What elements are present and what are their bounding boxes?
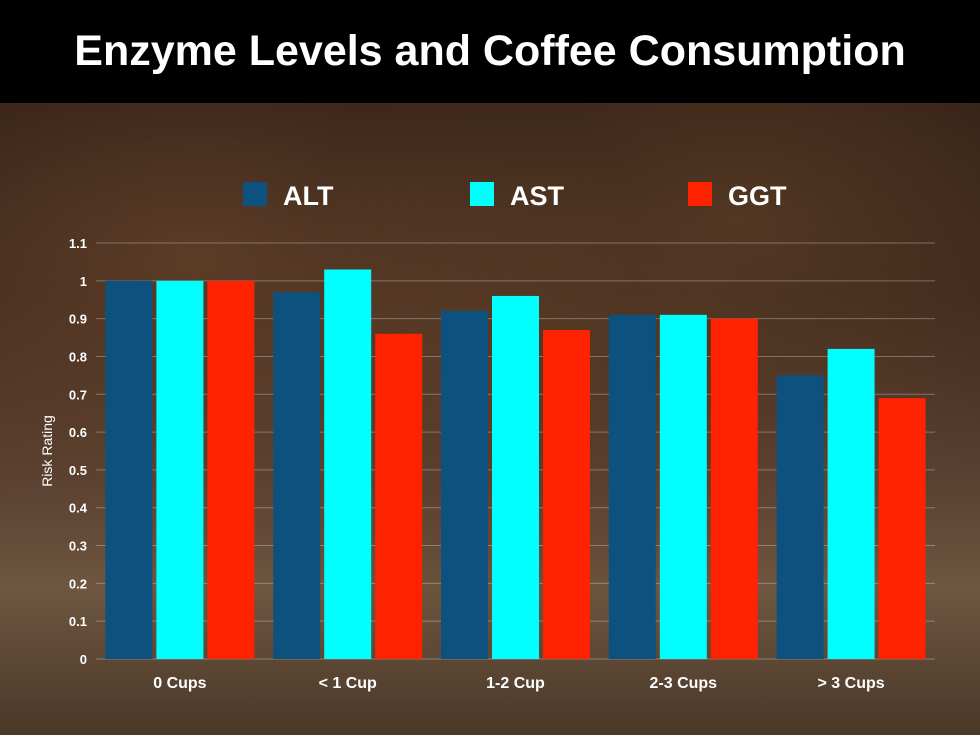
y-tick-label: 0 xyxy=(80,652,87,667)
x-tick-label: > 3 Cups xyxy=(818,675,885,692)
bar-ggt xyxy=(207,280,255,659)
y-tick-label: 0.1 xyxy=(69,614,87,629)
bar-ggt xyxy=(375,333,423,659)
bar-ast xyxy=(156,280,204,659)
y-tick-label: 1 xyxy=(80,274,87,289)
bar-ast xyxy=(827,348,875,659)
y-axis-label: Risk Rating xyxy=(39,415,55,487)
bar-ggt xyxy=(878,398,926,659)
y-tick-label: 0.5 xyxy=(69,463,87,478)
legend-label-ast: AST xyxy=(510,181,565,211)
x-tick-label: 0 Cups xyxy=(153,675,206,692)
title-bar: Enzyme Levels and Coffee Consumption xyxy=(0,0,980,103)
bar-alt xyxy=(608,314,656,659)
legend-label-alt: ALT xyxy=(283,181,334,211)
x-tick-label: < 1 Cup xyxy=(319,675,377,692)
y-tick-label: 0.9 xyxy=(69,312,87,327)
bar-ast xyxy=(324,269,372,659)
y-tick-label: 0.8 xyxy=(69,349,87,364)
bar-alt xyxy=(441,311,488,659)
y-tick-label: 0.7 xyxy=(69,387,87,402)
legend-swatch-alt xyxy=(243,182,267,206)
y-tick-label: 0.3 xyxy=(69,539,87,554)
y-tick-label: 0.2 xyxy=(69,576,87,591)
bar-ast xyxy=(659,314,707,659)
x-tick-label: 2-3 Cups xyxy=(650,675,718,692)
x-tick-label: 1-2 Cup xyxy=(486,675,545,692)
y-tick-label: 0.4 xyxy=(69,501,88,516)
legend-swatch-ggt xyxy=(688,182,712,206)
bar-ggt xyxy=(710,318,758,659)
bar-alt xyxy=(105,280,153,659)
bar-alt xyxy=(273,292,321,659)
bar-alt xyxy=(776,375,824,659)
bar-ggt xyxy=(543,329,590,659)
y-tick-label: 0.6 xyxy=(69,425,87,440)
y-tick-label: 1.1 xyxy=(69,236,87,251)
chart-title: Enzyme Levels and Coffee Consumption xyxy=(74,27,906,75)
legend-swatch-ast xyxy=(470,182,494,206)
bar-ast xyxy=(492,295,539,659)
legend-label-ggt: GGT xyxy=(728,181,787,211)
